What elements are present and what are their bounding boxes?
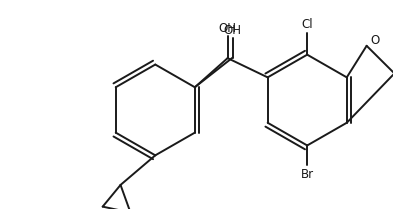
Text: OH: OH bbox=[223, 24, 242, 37]
Text: Cl: Cl bbox=[301, 18, 313, 31]
Text: OH: OH bbox=[219, 22, 237, 35]
Text: O: O bbox=[370, 34, 379, 47]
Text: Br: Br bbox=[301, 168, 314, 181]
